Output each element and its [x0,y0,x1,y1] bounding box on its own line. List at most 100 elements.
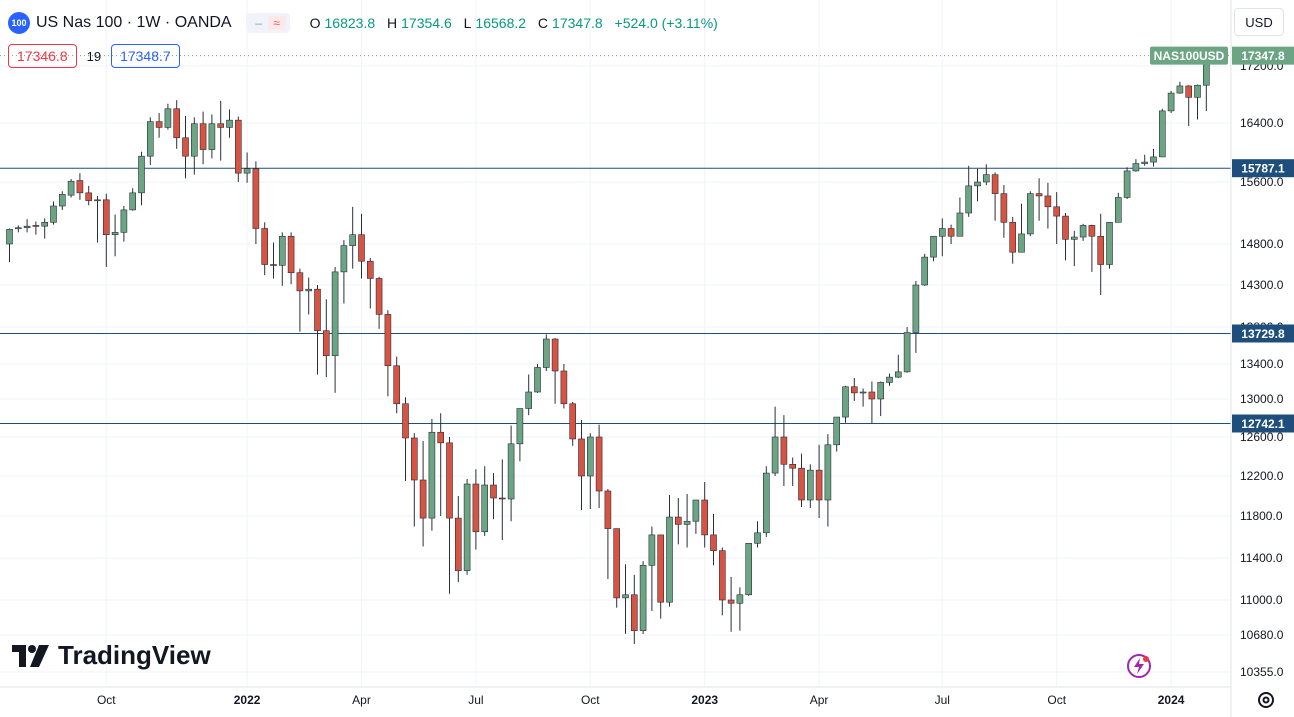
candle-body [1167,92,1175,112]
candle-body [507,443,515,500]
candle-body [789,463,797,469]
candle-body [199,123,207,150]
x-tick-label: 2023 [691,693,718,707]
candle-body [164,108,172,128]
candle-body [534,367,541,393]
candle-body [15,227,22,230]
x-tick-label: Oct [581,693,600,707]
candle-body [727,599,735,604]
settings-gear-icon[interactable] [1254,688,1278,712]
candle-body [745,542,753,596]
lightning-icon[interactable] [1125,652,1153,680]
candle-body [428,431,436,519]
candle-body [516,408,524,445]
candle-body [798,467,805,501]
candle-body [930,235,937,258]
candle-body [586,436,594,477]
candle-body [322,330,330,356]
x-tick-label: Jul [468,693,483,707]
candle-body [1106,222,1113,265]
candle-body [771,436,779,474]
candle-body [155,121,163,128]
candle-body [1132,163,1140,172]
currency-button[interactable]: USD [1234,8,1284,36]
candle-body [710,534,717,551]
candle-body [191,123,198,157]
candle-body [666,516,673,603]
symbol-price-tag [1150,46,1228,65]
tradingview-logo-icon [12,644,49,667]
current-price-tag [1232,46,1294,65]
candle-body [393,365,401,405]
candle-body [410,437,418,481]
candle-body [111,232,119,235]
y-tick-label: 12600.0 [1240,430,1284,444]
x-tick-label: Oct [97,693,116,707]
candle-body [833,416,841,446]
candle-body [894,371,902,378]
candle-body [454,517,462,571]
candle-body [1009,222,1017,253]
sell-price-button[interactable]: 17346.8 [8,44,77,68]
candle-body [498,497,506,500]
y-tick-label: 13400.0 [1240,357,1284,371]
indicator-toggle-pill[interactable]: – ≈ [245,13,290,33]
spread-value: 19 [86,48,102,64]
candle-body [208,123,216,150]
open-value: 16823.8 [324,15,376,31]
tradingview-logo: TradingView [12,640,211,671]
wave-icon[interactable]: ≈ [267,16,286,30]
candle-body [815,469,823,501]
candle-body [886,376,893,383]
x-tick-label: Apr [352,693,371,707]
candle-body [921,256,929,286]
candle-body [331,271,339,356]
price-axis[interactable]: 10355.0 10680.0 11000.0 11400.0 11800.0 12200… [1240,59,1284,679]
buy-price-button[interactable]: 17348.7 [111,44,180,68]
candle-body [1035,193,1043,197]
candle-body [296,272,304,292]
chart-header: 100 US Nas 100 · 1W · OANDA – ≈ O 16823.8… [8,10,722,36]
symbol-logo-icon[interactable]: 100 [8,12,30,34]
candle-body [349,234,357,246]
candle-body [850,386,858,394]
candle-body [701,499,709,536]
level-price-label: 12742.1 [1241,417,1285,431]
low-value: 16568.2 [475,15,527,31]
candle-body [630,594,638,631]
candle-body [437,431,445,444]
candle-body [525,391,533,409]
level-price-label: 15787.1 [1241,162,1285,176]
x-tick-label: Apr [810,693,829,707]
candle-body [542,338,550,368]
candle-body [129,192,136,211]
high-label: H [387,15,398,31]
candle-body [938,228,946,237]
symbol-title[interactable]: US Nas 100 · 1W · OANDA [36,14,232,31]
candle-body [23,225,31,229]
candle-body [235,119,242,174]
collapse-icon[interactable]: – [255,16,262,30]
grid-lines [0,0,1231,687]
y-tick-label: 11000.0 [1240,593,1283,607]
candle-body [6,228,13,245]
ohlc-readout: O 16823.8 H 17354.6 L 16568.2 C 17347.8 +524… [310,15,722,31]
candle-body [569,403,577,440]
candle-body [1000,193,1008,223]
quote-row: 17346.8 19 17348.7 [8,44,180,68]
candle-body [358,234,365,262]
time-axis[interactable]: Oct 2022 Apr Jul Oct 2023 Apr Jul Oct 2024 [97,693,1185,707]
candle-body [657,534,665,603]
level-price-tag [1232,414,1294,433]
candle-body [287,235,295,274]
candle-body [780,436,788,465]
candle-body [261,228,269,265]
candle-body [595,436,603,492]
x-tick-label: Oct [1047,693,1066,707]
candle-body [138,155,145,194]
candle-body [226,119,233,128]
candle-body [1141,161,1148,164]
x-tick-label: Jul [935,693,950,707]
y-tick-label: 12200.0 [1240,469,1284,483]
